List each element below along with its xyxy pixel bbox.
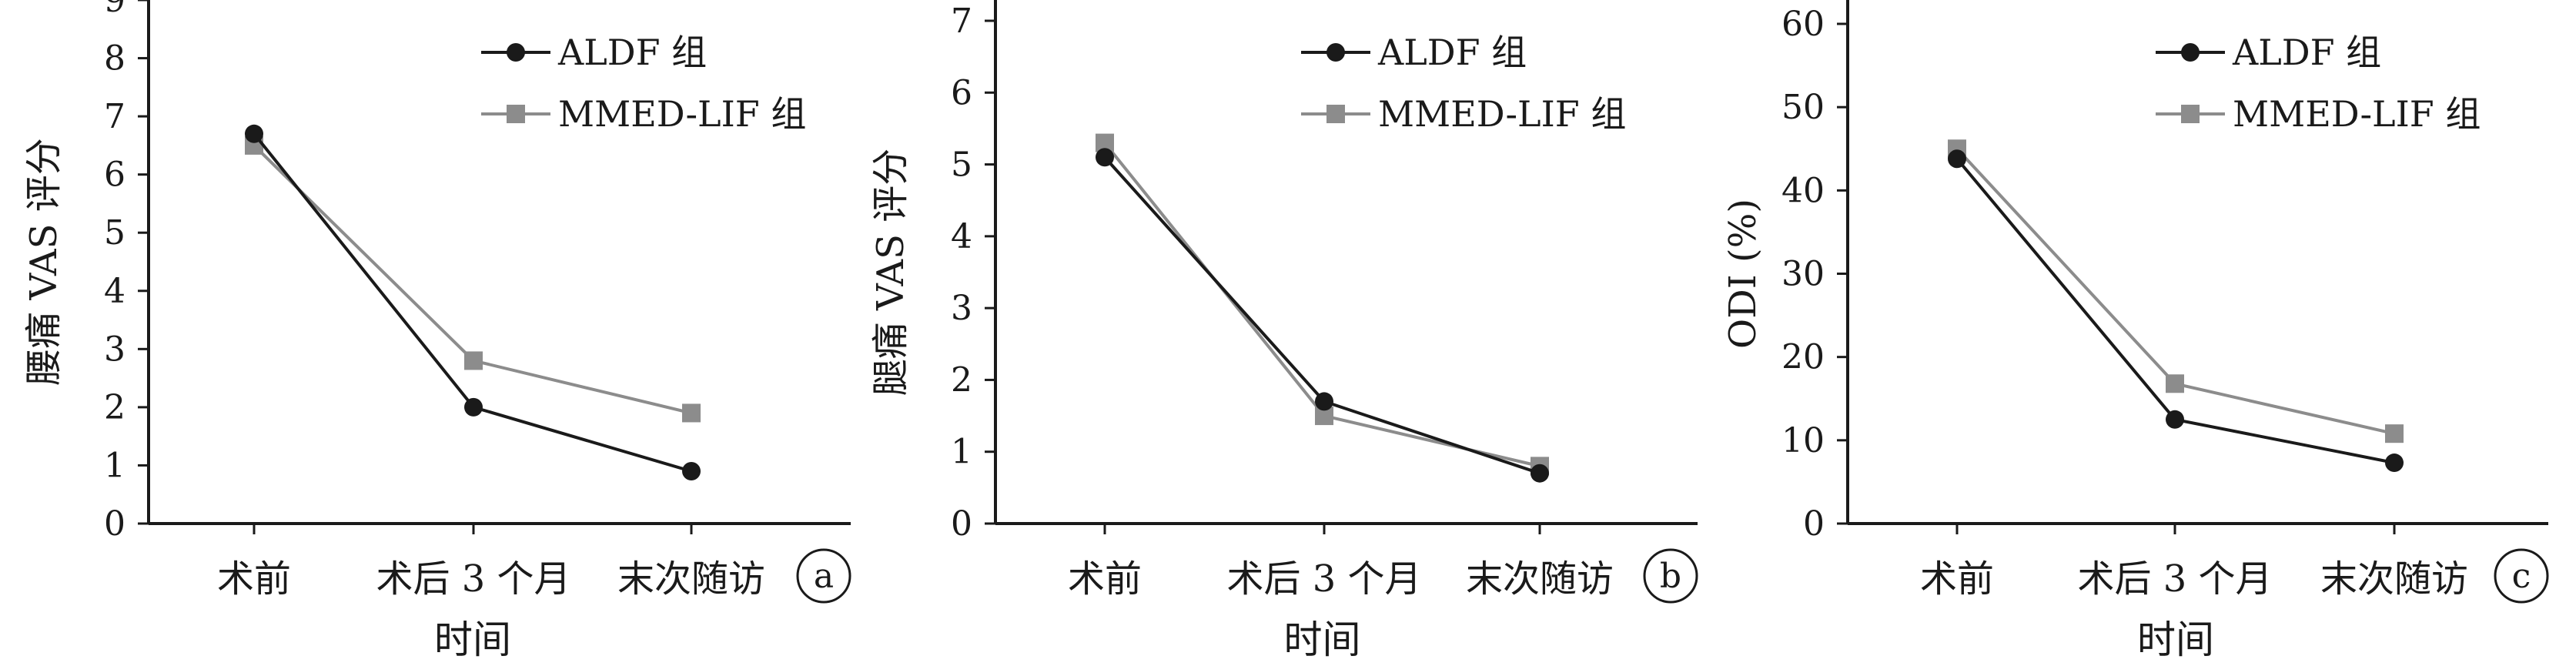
y-tick-label: 6 [951, 73, 972, 112]
legend-label: ALDF 组 [557, 32, 707, 73]
panel-badge-circle [1643, 548, 1698, 604]
data-point [2385, 453, 2404, 473]
y-tick-label: 10 [1781, 421, 1825, 460]
y-tick-label: 2 [104, 388, 125, 427]
data-point [1315, 392, 1333, 411]
y-tick-label: 3 [104, 330, 125, 369]
series-mmed-lif [1948, 139, 2404, 443]
y-tick-label: 9 [104, 0, 125, 20]
panel-badge-label: a [814, 557, 834, 596]
y-tick-label: 1 [104, 446, 125, 485]
data-point [682, 403, 701, 423]
series-aldf [245, 124, 701, 480]
x-category-label: 末次随访 [617, 557, 765, 601]
y-tick-label: 0 [104, 504, 125, 544]
y-tick-label: 8 [104, 39, 125, 79]
y-tick-label: 30 [1781, 255, 1825, 294]
y-tick-label: 1 [951, 433, 972, 472]
series-line [253, 132, 692, 473]
y-axis-title: ODI (%) [1721, 199, 1765, 349]
data-point [2166, 374, 2184, 393]
y-axis-title: 腰痛 VAS 评分 [22, 138, 65, 385]
y-tick-label: 6 [104, 156, 125, 195]
series-aldf [1096, 148, 1549, 483]
data-point [1096, 148, 1114, 167]
x-category-label: 术前 [1920, 557, 1994, 601]
panel-badge-label: c [2512, 557, 2531, 596]
y-tick-label: 4 [951, 217, 972, 256]
legend-marker [2181, 43, 2200, 62]
y-tick-label: 5 [951, 146, 972, 185]
series-aldf [1948, 149, 2404, 473]
legend-label: MMED-LIF 组 [558, 93, 806, 135]
data-point [1531, 464, 1549, 483]
y-tick-label: 3 [951, 289, 972, 328]
y-tick-label: 40 [1781, 171, 1825, 210]
legend-marker [2181, 105, 2200, 123]
legend-label: MMED-LIF 组 [2233, 93, 2481, 135]
y-tick-label: 7 [951, 2, 972, 41]
y-tick-label: 7 [104, 97, 125, 136]
legend-marker [1326, 105, 1345, 123]
y-tick-label: 4 [104, 272, 125, 311]
y-tick-label: 2 [951, 360, 972, 400]
data-point [464, 351, 483, 370]
x-axis-title: 时间 [434, 617, 511, 662]
x-category-label: 术前 [1068, 557, 1142, 601]
x-axis-title: 时间 [2137, 617, 2214, 662]
data-point [682, 462, 701, 480]
legend: ALDF 组 MMED-LIF 组 [481, 32, 806, 135]
data-point [464, 397, 483, 417]
x-category-label: 末次随访 [2320, 557, 2468, 601]
series-mmed-lif [1096, 133, 1549, 476]
legend-label: ALDF 组 [2232, 32, 2381, 73]
x-category-label: 术后 3 个月 [2077, 557, 2272, 601]
series-mmed-lif [245, 136, 701, 423]
x-category-label: 术后 3 个月 [1226, 557, 1421, 601]
legend-marker [1326, 43, 1345, 62]
series-line [253, 144, 692, 415]
data-point [1948, 149, 1966, 169]
data-point [2166, 410, 2184, 429]
data-point [245, 124, 263, 143]
panel-badge-circle [796, 548, 851, 604]
y-axis-title: 腿痛 VAS 评分 [869, 149, 912, 396]
x-category-label: 末次随访 [1466, 557, 1614, 601]
panel-badge-circle [2494, 548, 2549, 604]
y-tick-label: 60 [1781, 5, 1825, 44]
y-tick-label: 20 [1781, 338, 1825, 377]
y-tick-label: 5 [104, 213, 125, 253]
y-tick-label: 0 [1803, 504, 1825, 544]
legend-marker [507, 43, 525, 62]
legend-label: ALDF 组 [1377, 32, 1527, 73]
legend: ALDF 组 MMED-LIF 组 [2156, 32, 2481, 135]
legend-marker [507, 105, 525, 123]
x-axis-title: 时间 [1284, 617, 1361, 662]
panel-badge-label: b [1660, 557, 1681, 596]
y-tick-label: 50 [1781, 88, 1825, 127]
series-line [1103, 156, 1541, 475]
data-point [2385, 424, 2404, 443]
legend: ALDF 组 MMED-LIF 组 [1301, 32, 1626, 135]
y-tick-label: 0 [951, 504, 972, 544]
x-category-label: 术前 [217, 557, 291, 601]
legend-label: MMED-LIF 组 [1378, 93, 1626, 135]
x-category-label: 术后 3 个月 [376, 557, 570, 601]
